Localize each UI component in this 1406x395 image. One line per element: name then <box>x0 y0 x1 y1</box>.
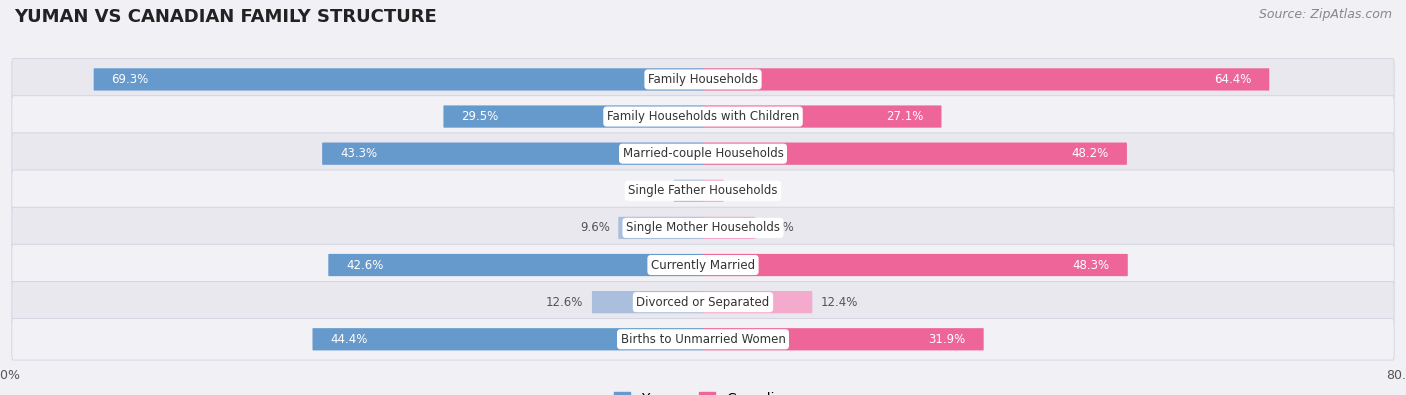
Legend: Yuman, Canadian: Yuman, Canadian <box>613 392 793 395</box>
Text: Divorced or Separated: Divorced or Separated <box>637 295 769 308</box>
FancyBboxPatch shape <box>443 105 703 128</box>
Text: 44.4%: 44.4% <box>330 333 368 346</box>
FancyBboxPatch shape <box>11 58 1395 100</box>
FancyBboxPatch shape <box>703 254 1128 276</box>
Text: 64.4%: 64.4% <box>1213 73 1251 86</box>
FancyBboxPatch shape <box>11 281 1395 323</box>
Text: Single Father Households: Single Father Households <box>628 184 778 197</box>
Text: 9.6%: 9.6% <box>581 222 610 234</box>
Text: Births to Unmarried Women: Births to Unmarried Women <box>620 333 786 346</box>
FancyBboxPatch shape <box>11 96 1395 137</box>
Text: 12.6%: 12.6% <box>546 295 583 308</box>
FancyBboxPatch shape <box>703 328 984 350</box>
FancyBboxPatch shape <box>11 133 1395 175</box>
Text: 5.9%: 5.9% <box>763 222 793 234</box>
FancyBboxPatch shape <box>592 291 703 313</box>
FancyBboxPatch shape <box>11 170 1395 212</box>
FancyBboxPatch shape <box>619 217 703 239</box>
Text: Family Households with Children: Family Households with Children <box>607 110 799 123</box>
Text: 29.5%: 29.5% <box>461 110 499 123</box>
FancyBboxPatch shape <box>673 180 703 202</box>
FancyBboxPatch shape <box>703 143 1128 165</box>
FancyBboxPatch shape <box>11 244 1395 286</box>
Text: Single Mother Households: Single Mother Households <box>626 222 780 234</box>
Text: 43.3%: 43.3% <box>340 147 377 160</box>
Text: Married-couple Households: Married-couple Households <box>623 147 783 160</box>
Text: Family Households: Family Households <box>648 73 758 86</box>
Text: Currently Married: Currently Married <box>651 259 755 271</box>
FancyBboxPatch shape <box>329 254 703 276</box>
Text: 31.9%: 31.9% <box>928 333 966 346</box>
FancyBboxPatch shape <box>312 328 703 350</box>
FancyBboxPatch shape <box>703 180 724 202</box>
Text: 48.3%: 48.3% <box>1073 259 1109 271</box>
Text: 69.3%: 69.3% <box>111 73 149 86</box>
FancyBboxPatch shape <box>11 318 1395 360</box>
Text: 12.4%: 12.4% <box>821 295 858 308</box>
FancyBboxPatch shape <box>703 217 755 239</box>
Text: 2.3%: 2.3% <box>733 184 762 197</box>
Text: Source: ZipAtlas.com: Source: ZipAtlas.com <box>1258 8 1392 21</box>
FancyBboxPatch shape <box>703 68 1270 90</box>
Text: 3.3%: 3.3% <box>636 184 665 197</box>
Text: 42.6%: 42.6% <box>346 259 384 271</box>
Text: YUMAN VS CANADIAN FAMILY STRUCTURE: YUMAN VS CANADIAN FAMILY STRUCTURE <box>14 8 437 26</box>
Text: 27.1%: 27.1% <box>886 110 924 123</box>
FancyBboxPatch shape <box>703 291 813 313</box>
Text: 48.2%: 48.2% <box>1071 147 1109 160</box>
FancyBboxPatch shape <box>703 105 942 128</box>
FancyBboxPatch shape <box>94 68 703 90</box>
FancyBboxPatch shape <box>322 143 703 165</box>
FancyBboxPatch shape <box>11 207 1395 249</box>
